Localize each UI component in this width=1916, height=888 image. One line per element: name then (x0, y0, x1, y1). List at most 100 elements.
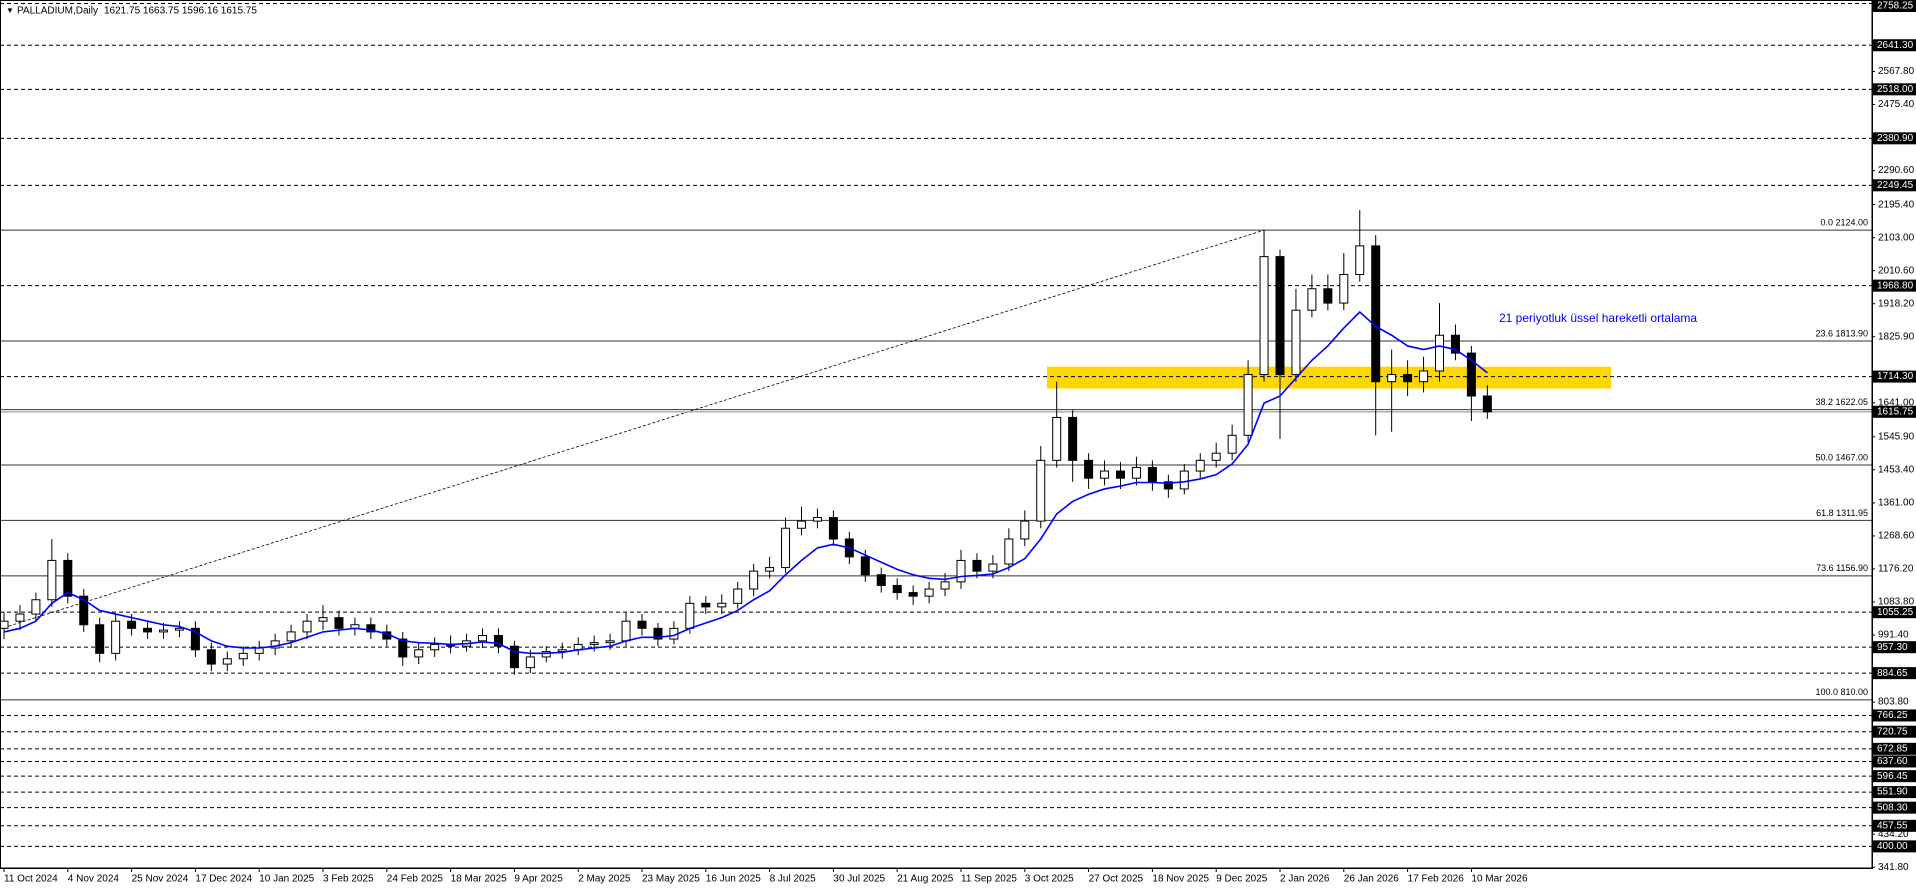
candle-body (1435, 334, 1444, 372)
level-label-box (1873, 83, 1916, 96)
level-label-box (1873, 132, 1916, 145)
candle-body (430, 643, 440, 651)
candle-body (1323, 288, 1333, 304)
x-tick-label: 18 Nov 2025 (1152, 874, 1209, 885)
x-tick-label: 23 May 2025 (642, 874, 700, 885)
level-label: 720.75 (1877, 726, 1908, 737)
x-tick-label: 3 Feb 2025 (323, 874, 374, 885)
level-label: 637.60 (1877, 756, 1908, 767)
fib-level-label: 38.2 1622.05 (1815, 397, 1868, 407)
candle-body (286, 631, 296, 642)
x-tick-label: 10 Mar 2026 (1471, 874, 1528, 885)
fib-level-label: 73.6 1156.90 (1816, 563, 1868, 573)
candle-body (334, 617, 344, 629)
candle-body (1147, 466, 1157, 483)
candle-body (174, 627, 184, 631)
y-tick-label: 991.40 (1878, 630, 1909, 641)
level-label: 2380.90 (1877, 133, 1914, 144)
x-tick-label: 27 Oct 2025 (1089, 874, 1144, 885)
level-label-box (1873, 770, 1916, 783)
level-label-box (1873, 667, 1916, 680)
candle-body (1036, 459, 1046, 522)
candle-body (908, 592, 918, 597)
candle-body (1020, 520, 1030, 540)
candle-body (1387, 374, 1397, 383)
x-tick-label: 3 Oct 2025 (1025, 874, 1074, 885)
candle-body (1211, 452, 1221, 461)
candle-body (525, 656, 535, 669)
y-tick-label: 1453.40 (1878, 464, 1915, 475)
level-label: 957.30 (1877, 642, 1908, 653)
level-label: 2249.45 (1877, 180, 1914, 191)
level-label: 508.30 (1877, 802, 1908, 813)
candle-body (653, 627, 663, 640)
candle-body (685, 602, 695, 629)
candle-body (79, 595, 89, 626)
x-tick-label: 24 Feb 2025 (387, 874, 444, 885)
candle-body (509, 645, 519, 669)
candle-body (1084, 459, 1094, 479)
candle-body (701, 602, 711, 608)
current-price-box (1873, 405, 1916, 418)
ema-line (3, 310, 1488, 655)
candle-body (1259, 256, 1269, 376)
level-label: 457.55 (1877, 820, 1908, 831)
x-tick-label: 11 Oct 2024 (4, 874, 58, 885)
y-tick-label: 1825.90 (1878, 331, 1915, 342)
candle-body (988, 563, 998, 572)
candle-body (47, 559, 57, 601)
candle-body (860, 556, 870, 576)
candle-body (1116, 470, 1125, 479)
x-tick-label: 16 Jun 2025 (706, 874, 761, 885)
candle-body (1339, 273, 1349, 304)
candle-body (541, 651, 551, 658)
candle-body (1227, 434, 1237, 454)
candle-body (749, 570, 759, 590)
frame (0, 0, 1873, 869)
candle-body (318, 617, 328, 622)
y-tick-label: 2010.60 (1878, 265, 1915, 276)
level-label: 1055.25 (1877, 607, 1914, 618)
candle-body (1291, 309, 1301, 376)
level-label: 884.65 (1877, 668, 1908, 679)
x-tick-label: 9 Dec 2025 (1216, 874, 1268, 885)
candle-body (1052, 416, 1062, 461)
candle-body (222, 658, 232, 665)
candle-body (940, 581, 950, 590)
symbol-title: PALLADIUM,Daily (17, 6, 98, 17)
y-tick-label: 1083.80 (1878, 597, 1915, 608)
x-tick-label: 18 Mar 2025 (451, 874, 508, 885)
level-label: 1714.30 (1877, 371, 1914, 382)
annotation: 21 periyotluk üssel hareketli ortalama (1499, 311, 1697, 325)
candle-body (1195, 459, 1205, 472)
candle-body (0, 620, 9, 629)
x-tick-label: 11 Sep 2025 (961, 874, 1017, 885)
level-label: 596.45 (1877, 771, 1908, 782)
y-tick-label: 2567.80 (1878, 66, 1915, 77)
level-label-box (1873, 755, 1916, 768)
candle-body (254, 647, 264, 654)
candle-body (876, 574, 886, 586)
current-price-label: 1615.75 (1877, 406, 1914, 417)
candle-body (270, 640, 280, 649)
candle-body (1482, 395, 1492, 413)
candle-body (493, 634, 503, 647)
candle-body (1131, 466, 1141, 479)
y-tick-label: 1641.00 (1878, 397, 1915, 408)
level-label-box (1873, 819, 1916, 832)
fib-level-label: 61.8 1311.95 (1816, 508, 1868, 518)
level-label: 551.90 (1877, 787, 1908, 798)
candle-body (111, 620, 121, 654)
x-tick-label: 17 Dec 2024 (195, 874, 252, 885)
fib-level-label: 100.0 810.00 (1815, 687, 1868, 697)
y-tick-label: 341.80 (1878, 862, 1909, 873)
x-tick-label: 8 Jul 2025 (770, 874, 817, 885)
level-label-box (1873, 725, 1916, 738)
y-tick-label: 1918.20 (1878, 298, 1915, 309)
candle-body (63, 559, 73, 597)
candle-body (398, 638, 408, 658)
x-tick-label: 25 Nov 2024 (132, 874, 189, 885)
level-label: 1968.80 (1877, 280, 1914, 291)
y-tick-label: 434.20 (1878, 829, 1909, 840)
candle-body (1243, 374, 1253, 436)
